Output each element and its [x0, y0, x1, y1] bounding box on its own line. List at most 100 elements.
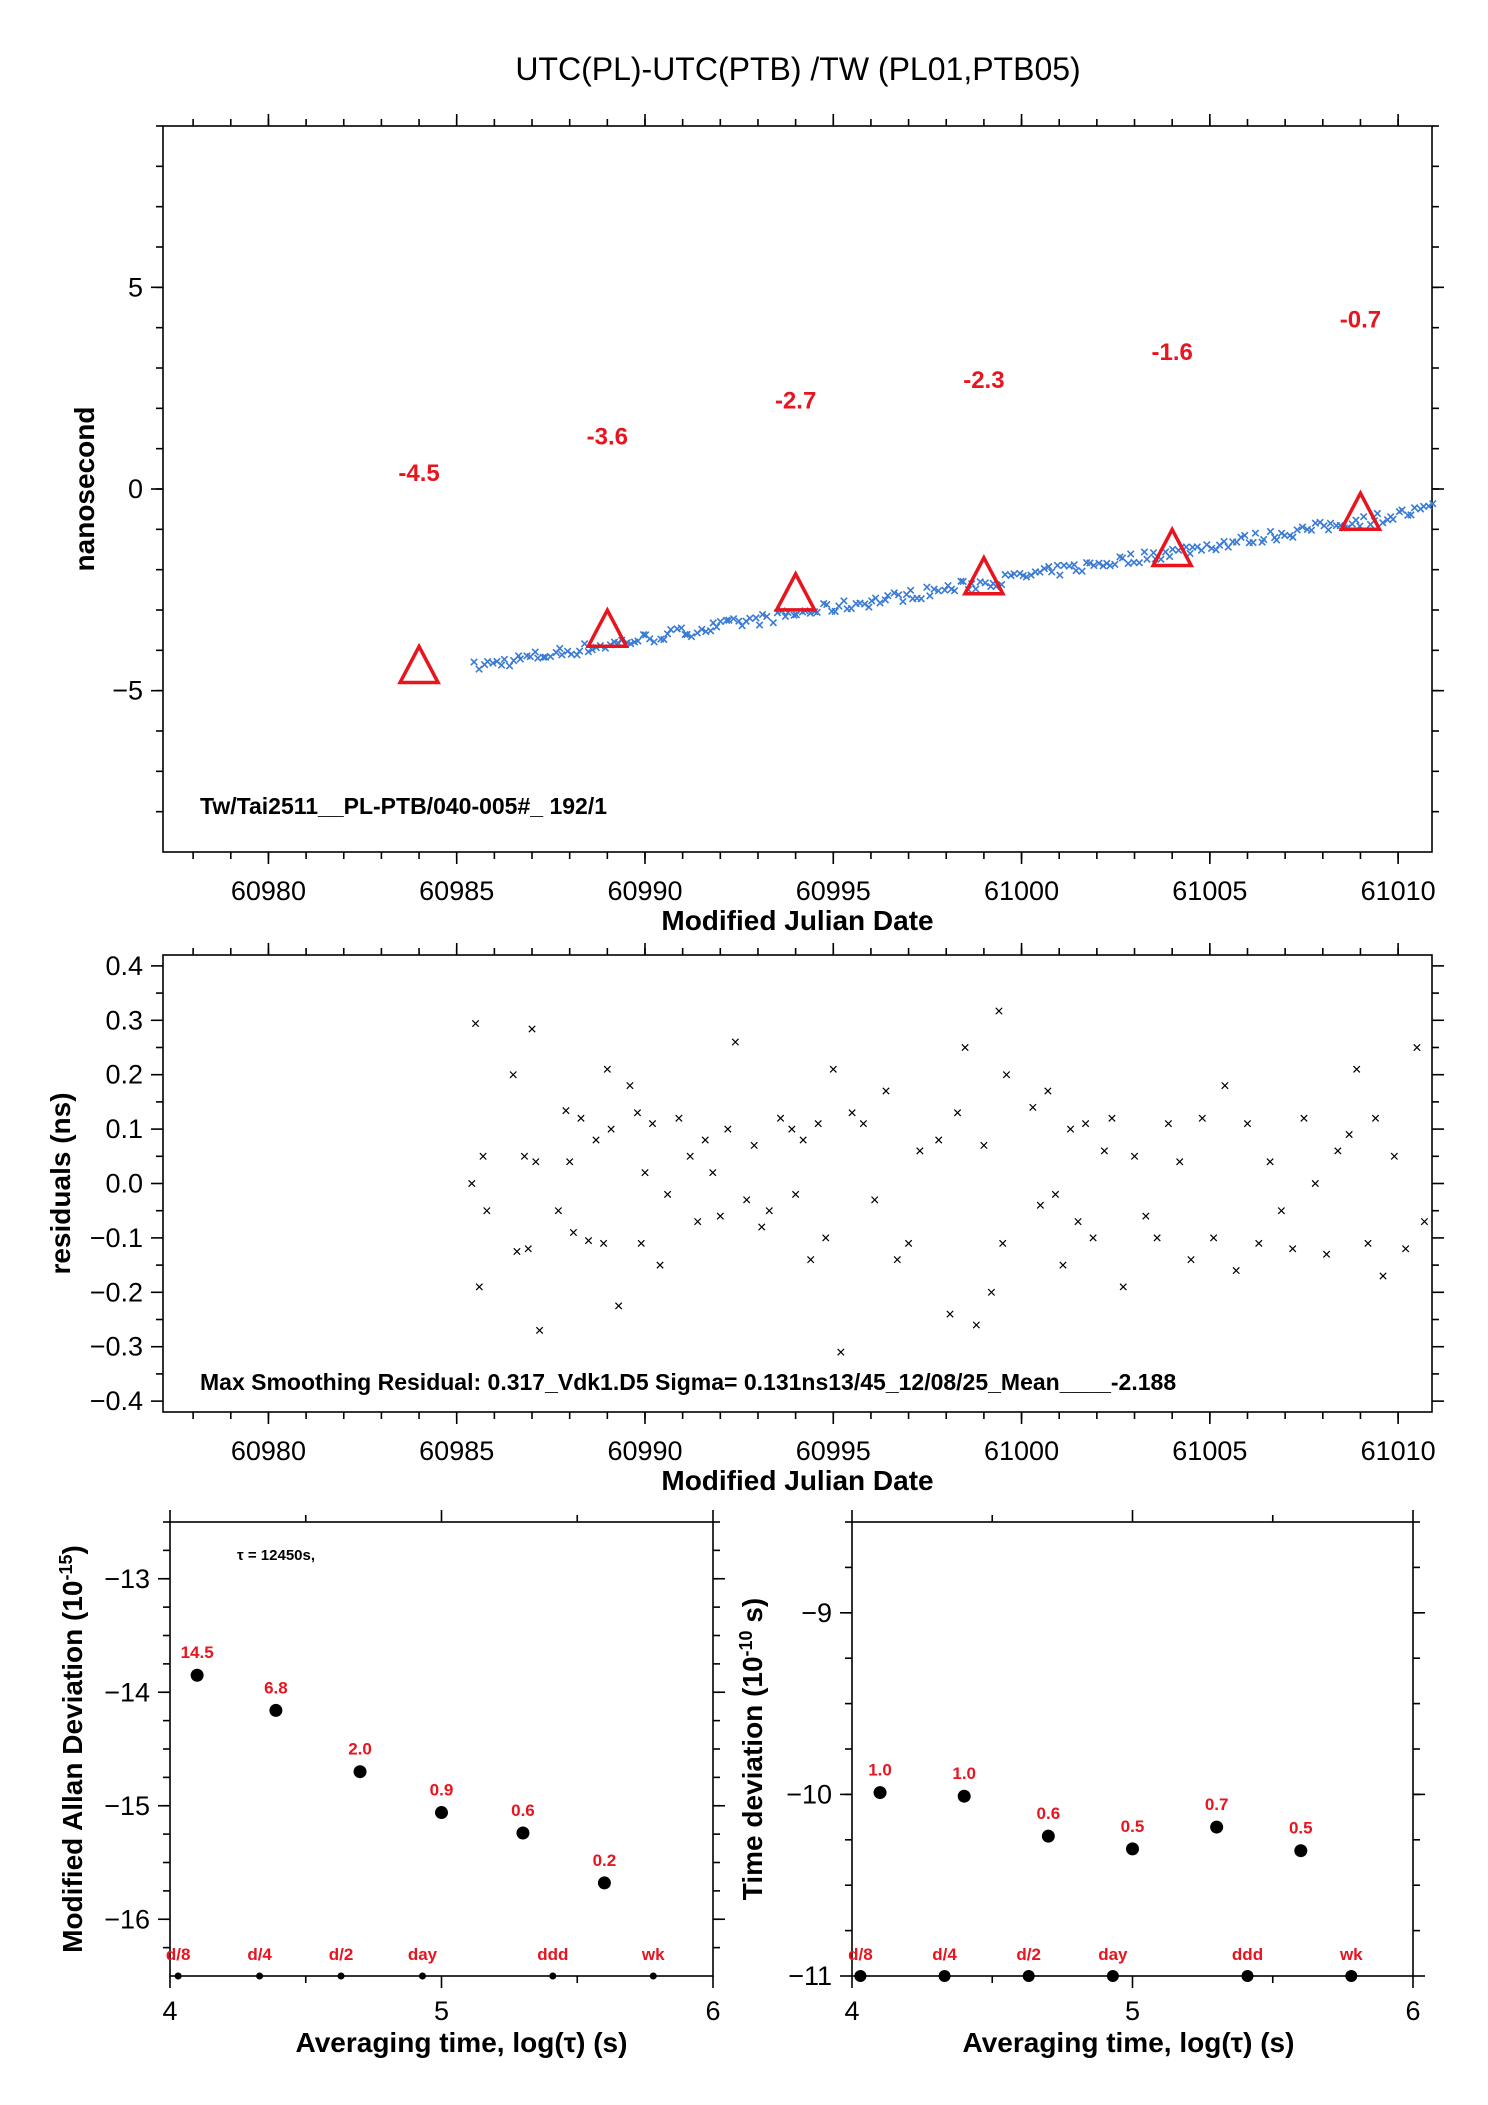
residual-point [882, 1087, 890, 1095]
data-point [840, 597, 848, 605]
data-point [1298, 523, 1307, 531]
residual-point [788, 1125, 796, 1133]
interval-marker [418, 1972, 426, 1980]
residual-point [1044, 1087, 1052, 1095]
residual-point [1322, 1250, 1331, 1258]
data-point [1126, 550, 1135, 558]
tdev-point [1210, 1820, 1224, 1834]
residual-point [513, 1247, 521, 1256]
data-point [497, 661, 506, 669]
data-point [539, 653, 548, 661]
y-tick-label: 0.2 [105, 1060, 143, 1090]
x-tick-label: 61005 [1172, 876, 1247, 906]
residual-point [961, 1043, 969, 1052]
data-point [1407, 511, 1415, 519]
interval-label: d/8 [166, 1945, 191, 1964]
data-point [1045, 562, 1053, 571]
y-tick-label: −0.4 [90, 1386, 143, 1416]
residual-point [1345, 1130, 1353, 1139]
data-point [470, 658, 478, 666]
x-axis-label: Averaging time, log(τ) (s) [963, 2027, 1295, 2058]
tdev-label: 1.0 [952, 1764, 976, 1783]
y-tick-label: 5 [128, 272, 143, 302]
residual-point [837, 1348, 845, 1356]
residual-point [1221, 1081, 1229, 1090]
data-point [681, 630, 689, 639]
interval-label: wk [1339, 1945, 1363, 1964]
data-point [934, 587, 943, 595]
interval-label: ddd [537, 1945, 568, 1964]
mean-label: -3.6 [587, 424, 628, 451]
data-point [1379, 519, 1387, 527]
tdev-plot: 4 5 6 −11 −10 −9 Averaging time, log(τ) (s) Tim… [736, 1510, 1425, 2058]
residual-point [716, 1212, 724, 1220]
mean-label: -0.7 [1340, 307, 1381, 334]
data-point [899, 597, 907, 606]
residual-point [626, 1081, 634, 1090]
mean-triangle [961, 554, 1006, 596]
residual-point [569, 1228, 578, 1237]
data-point [505, 662, 514, 670]
interval-label: d/4 [932, 1945, 957, 1964]
residual-point [1081, 1120, 1090, 1128]
residual-point [1364, 1239, 1372, 1247]
data-point [790, 611, 798, 619]
y-tick-label: −14 [104, 1677, 150, 1707]
tdev-label: 0.7 [1205, 1795, 1229, 1814]
y-tick-label: 0.4 [105, 951, 143, 981]
residual-point [1243, 1120, 1252, 1128]
data-point [746, 614, 754, 623]
data-point [1165, 552, 1174, 561]
residual-point [731, 1038, 739, 1046]
residual-point [603, 1065, 611, 1073]
y-tick-label: −10 [786, 1779, 832, 1809]
x-tick-label: 60990 [607, 1436, 682, 1466]
y-tick-label: 0.1 [105, 1114, 143, 1144]
residual-point [893, 1256, 901, 1264]
residual-point [1051, 1190, 1060, 1199]
residual-point [743, 1196, 751, 1204]
mdev-point [190, 1668, 204, 1682]
x-tick-label: 6 [705, 1996, 720, 2026]
mean-label: -1.6 [1151, 339, 1192, 366]
data-point [1359, 512, 1368, 521]
tdev-point [1041, 1829, 1055, 1843]
residual-point [1036, 1201, 1045, 1209]
residual-point [791, 1190, 800, 1199]
data-point [1047, 568, 1056, 576]
residual-point [509, 1071, 517, 1079]
x-tick-label: 60985 [419, 1436, 494, 1466]
data-point [865, 603, 873, 611]
residual-point [701, 1136, 709, 1144]
residual-point [648, 1120, 657, 1128]
data-point [1099, 562, 1107, 570]
data-point [758, 610, 767, 619]
residual-point [1232, 1266, 1240, 1275]
mdev-label: 0.2 [593, 1851, 617, 1870]
data-point [716, 617, 725, 626]
data-point [1056, 571, 1064, 579]
data-point [890, 589, 898, 597]
residual-point [972, 1321, 980, 1329]
data-point [1307, 526, 1316, 535]
plot-frame [162, 954, 1433, 1413]
residual-point [584, 1237, 593, 1245]
data-point [781, 612, 790, 621]
y-axis-label: Modified Allan Deviation (10-15) [56, 1545, 88, 1953]
residual-point [1390, 1152, 1398, 1160]
residual-point [750, 1141, 758, 1150]
plot-frame [851, 1521, 1414, 1977]
mean-label: -2.3 [963, 367, 1004, 394]
residual-point [1164, 1120, 1173, 1128]
mdev-point [597, 1876, 611, 1890]
data-point [831, 607, 839, 616]
residual-point [1255, 1239, 1263, 1247]
data-point [645, 635, 654, 643]
residual-point [479, 1152, 487, 1160]
data-point [1251, 529, 1260, 537]
residual-point [562, 1106, 570, 1115]
data-point [1425, 502, 1433, 510]
interval-label: wk [641, 1945, 665, 1964]
residual-annotation: Max Smoothing Residual: 0.317_Vdk1.D5 Si… [200, 1369, 1176, 1395]
